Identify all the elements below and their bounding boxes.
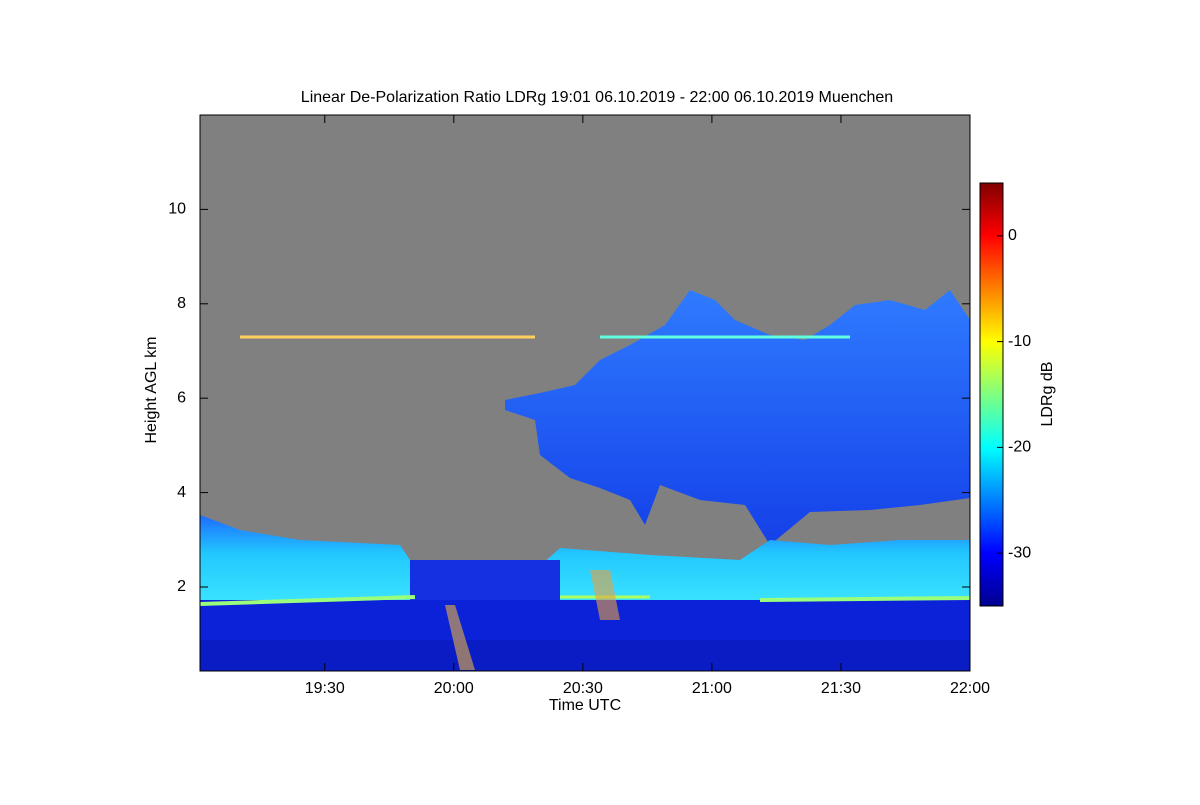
field bbox=[199, 115, 971, 671]
gap-low bbox=[410, 560, 560, 600]
y-tick-label: 10 bbox=[168, 201, 186, 218]
cloud-base bbox=[759, 596, 971, 602]
colorbar-tick-label: -10 bbox=[1008, 333, 1031, 350]
precip-streak bbox=[445, 605, 475, 670]
colorbar-tick-label: 0 bbox=[1008, 227, 1017, 244]
plot-frame bbox=[199, 114, 971, 672]
x-tick-label: 20:00 bbox=[434, 680, 474, 697]
precip-streak bbox=[590, 570, 620, 620]
y-axis-label: Height AGL km bbox=[143, 336, 160, 443]
x-tick-label: 20:30 bbox=[563, 680, 603, 697]
x-tick-label: 22:00 bbox=[950, 680, 990, 697]
x-tick-label: 21:30 bbox=[821, 680, 861, 697]
y-tick-label: 2 bbox=[177, 578, 186, 595]
colorbar-label: LDRg dB bbox=[1039, 362, 1056, 427]
upper-cloud bbox=[505, 290, 970, 545]
cloud-base bbox=[199, 595, 416, 606]
surface-dark bbox=[200, 640, 970, 671]
boundary-layer bbox=[200, 515, 970, 612]
y-tick-label: 6 bbox=[177, 389, 186, 406]
x-tick-label: 19:30 bbox=[305, 680, 345, 697]
colorbar-tick-label: -30 bbox=[1008, 544, 1031, 561]
x-tick-label: 21:00 bbox=[692, 680, 732, 697]
y-tick-label: 8 bbox=[177, 295, 186, 312]
x-axis-label: Time UTC bbox=[549, 697, 621, 714]
colorbar-tick-label: -20 bbox=[1008, 439, 1031, 456]
y-tick-label: 4 bbox=[177, 484, 186, 501]
colorbar bbox=[979, 182, 1004, 607]
chart-title: Linear De-Polarization Ratio LDRg 19:01 … bbox=[301, 89, 893, 106]
